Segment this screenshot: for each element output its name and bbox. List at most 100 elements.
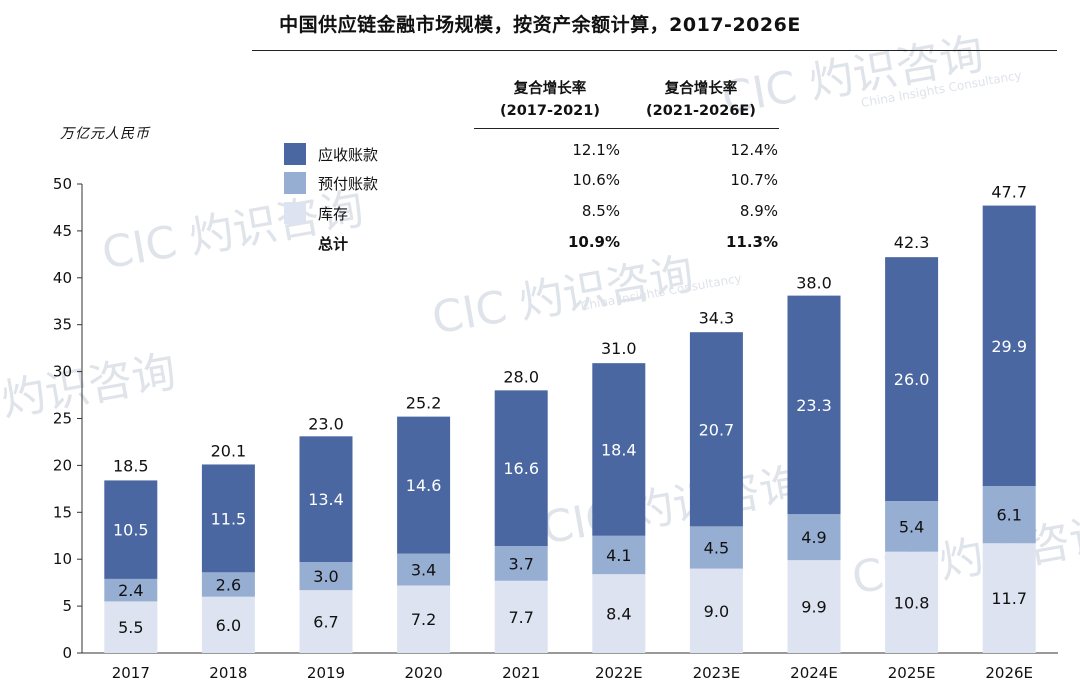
total-label: 42.3 (894, 233, 930, 252)
bar-segment (397, 553, 451, 586)
cagr-header-1-line2: (2017-2021) (500, 103, 600, 119)
bar-segment (787, 295, 841, 515)
legend-label-receivables: 应收账款 (318, 146, 379, 164)
data-label: 23.3 (796, 396, 832, 415)
bar-segment (689, 332, 743, 527)
cagr-value: 8.9% (739, 202, 778, 220)
bar-segment (104, 601, 158, 653)
cagr-value-total: 10.9% (567, 233, 620, 251)
total-label: 34.3 (699, 308, 735, 327)
data-label: 26.0 (894, 370, 930, 389)
y-tick-label: 0 (62, 644, 72, 662)
data-label: 6.0 (216, 616, 241, 635)
data-label: 7.2 (411, 610, 436, 629)
data-label: 3.7 (508, 554, 533, 573)
cagr-value: 12.1% (572, 141, 620, 159)
x-tick-label: 2017 (112, 664, 150, 682)
y-tick-label: 45 (53, 222, 72, 240)
data-label: 6.7 (313, 613, 338, 632)
legend-swatch-inventory (284, 202, 306, 224)
total-label: 18.5 (113, 456, 149, 475)
bar-segment (885, 551, 939, 653)
cagr-header-2-line1: 复合增长率 (664, 81, 738, 97)
cagr-value: 10.6% (572, 171, 620, 189)
bar-segment (104, 480, 158, 579)
data-label: 29.9 (991, 337, 1027, 356)
x-tick-label: 2026E (985, 664, 1033, 682)
bar-segment (299, 590, 353, 653)
bar-segment (201, 464, 255, 573)
data-label: 13.4 (308, 490, 344, 509)
bar-segment (592, 363, 646, 536)
legend-swatch-receivables (284, 143, 306, 165)
bar-segment (494, 546, 548, 581)
chart-title: 中国供应链金融市场规模，按资产余额计算，2017-2026E (279, 14, 801, 36)
data-label: 4.5 (704, 538, 729, 557)
bar-segment (104, 578, 158, 602)
cagr-value: 10.7% (730, 171, 778, 189)
y-tick-label: 5 (62, 597, 72, 615)
x-tick-label: 2025E (888, 664, 936, 682)
data-label: 5.5 (118, 618, 143, 637)
bar-segment (397, 585, 451, 653)
total-label: 25.2 (406, 394, 442, 413)
total-label: 28.0 (503, 367, 539, 386)
y-tick-label: 10 (53, 550, 72, 568)
data-label: 8.4 (606, 605, 631, 624)
total-label: 47.7 (991, 183, 1027, 202)
y-tick-label: 25 (53, 410, 72, 428)
y-tick-label: 15 (53, 503, 72, 521)
y-tick-label: 30 (53, 363, 72, 381)
bar-segment (982, 205, 1036, 487)
data-label: 10.5 (113, 521, 149, 540)
data-label: 14.6 (406, 476, 442, 495)
legend-label-total: 总计 (318, 235, 349, 253)
x-tick-label: 2020 (405, 664, 443, 682)
bar-segment (982, 543, 1036, 653)
data-label: 4.9 (801, 528, 826, 547)
data-label: 16.6 (503, 459, 539, 478)
y-tick-label: 20 (53, 456, 72, 474)
y-tick-label: 50 (53, 175, 72, 193)
data-label: 3.4 (411, 561, 436, 580)
data-label: 10.8 (894, 593, 930, 612)
bar-segment (885, 257, 939, 502)
legend-swatch-prepayments (284, 172, 306, 194)
bar-segment (494, 580, 548, 653)
data-label: 20.7 (699, 420, 735, 439)
cagr-value-total: 11.3% (725, 233, 778, 251)
bar-segment (494, 390, 548, 547)
bar-segment (592, 535, 646, 575)
cagr-value: 8.5% (581, 202, 620, 220)
x-tick-label: 2024E (790, 664, 838, 682)
cagr-header-2: 复合增长率 (2021-2026E) (616, 78, 786, 122)
x-tick-label: 2021 (502, 664, 540, 682)
bar-segment (982, 486, 1036, 544)
data-label: 7.7 (508, 608, 533, 627)
bar-segment (689, 526, 743, 569)
bar-segment (201, 596, 255, 653)
data-label: 4.1 (606, 546, 631, 565)
bar-segment (299, 562, 353, 591)
data-label: 9.9 (801, 598, 826, 617)
y-axis-unit-label: 万亿元人民币 (60, 126, 150, 142)
cagr-rule (474, 128, 779, 129)
bar-segment (201, 572, 255, 597)
bar-segment (787, 514, 841, 561)
data-label: 6.1 (996, 506, 1021, 525)
total-label: 38.0 (796, 274, 832, 293)
data-label: 3.0 (313, 567, 338, 586)
legend-label-inventory: 库存 (318, 205, 349, 223)
bar-segment (689, 568, 743, 653)
data-label: 9.0 (704, 602, 729, 621)
cagr-header-1-line1: 复合增长率 (513, 81, 587, 97)
cagr-header-2-line2: (2021-2026E) (646, 103, 756, 119)
legend-label-prepayments: 预付账款 (318, 175, 379, 193)
title-rule (252, 50, 1057, 51)
data-label: 5.4 (899, 517, 924, 536)
data-label: 11.5 (211, 509, 247, 528)
cagr-header-1: 复合增长率 (2017-2021) (465, 78, 635, 122)
y-tick-label: 40 (53, 269, 72, 287)
x-tick-label: 2018 (209, 664, 247, 682)
